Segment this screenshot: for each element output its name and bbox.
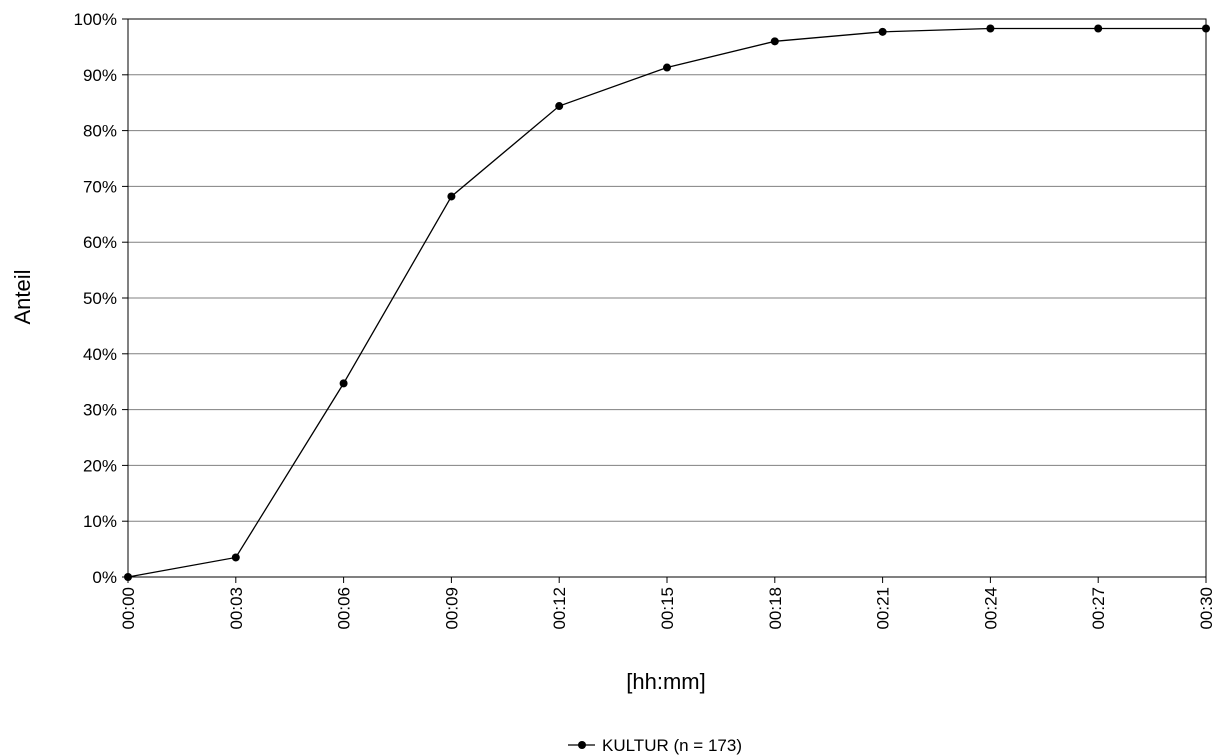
y-axis-title: Anteil (10, 269, 35, 324)
data-point (878, 27, 887, 36)
data-point (986, 24, 995, 33)
y-tick-label: 70% (83, 177, 117, 196)
x-tick-label: 00:24 (981, 587, 1000, 630)
y-axis-ticks: 0% 10% 20% 30% 40% 50% 60% 70% 80% 90% 100% (74, 10, 128, 587)
x-tick-label: 00:03 (227, 587, 246, 630)
legend-marker-swatch (578, 741, 586, 749)
y-tick-label: 40% (83, 345, 117, 364)
data-point (1202, 24, 1210, 33)
x-tick-label: 00:09 (442, 587, 461, 630)
series-line (127, 27, 1206, 578)
series-layer (124, 24, 1210, 581)
data-point (447, 192, 456, 201)
legend-label: KULTUR (n = 173) (602, 736, 742, 755)
data-point (231, 553, 240, 562)
x-tick-label: 00:21 (874, 587, 893, 630)
y-tick-label: 60% (83, 233, 117, 252)
data-point (339, 379, 348, 388)
x-axis-ticks: 00:00 00:03 00:06 00:09 00:12 00:15 00:18 00:21… (119, 577, 1216, 630)
data-point (1094, 24, 1103, 33)
gridlines (128, 74, 1206, 522)
x-tick-label: 00:30 (1197, 587, 1216, 630)
data-point (124, 573, 132, 581)
data-point (663, 63, 671, 72)
x-tick-label: 00:00 (119, 587, 138, 630)
data-point (770, 37, 779, 46)
y-tick-label: 80% (83, 122, 117, 141)
legend: KULTUR (n = 173) (568, 736, 742, 755)
x-tick-label: 00:12 (550, 587, 569, 630)
y-tick-label: 20% (83, 456, 117, 475)
y-tick-label: 90% (83, 66, 117, 85)
y-tick-label: 100% (74, 10, 117, 29)
x-tick-label: 00:15 (658, 587, 677, 630)
x-tick-label: 00:27 (1089, 587, 1108, 630)
y-tick-label: 30% (83, 401, 117, 420)
x-tick-label: 00:06 (335, 587, 354, 630)
y-tick-label: 50% (83, 289, 117, 308)
x-axis-title: [hh:mm] (626, 669, 705, 694)
data-point (555, 102, 564, 111)
y-tick-label: 0% (92, 568, 117, 587)
y-tick-label: 10% (83, 512, 117, 531)
x-tick-label: 00:18 (766, 587, 785, 630)
